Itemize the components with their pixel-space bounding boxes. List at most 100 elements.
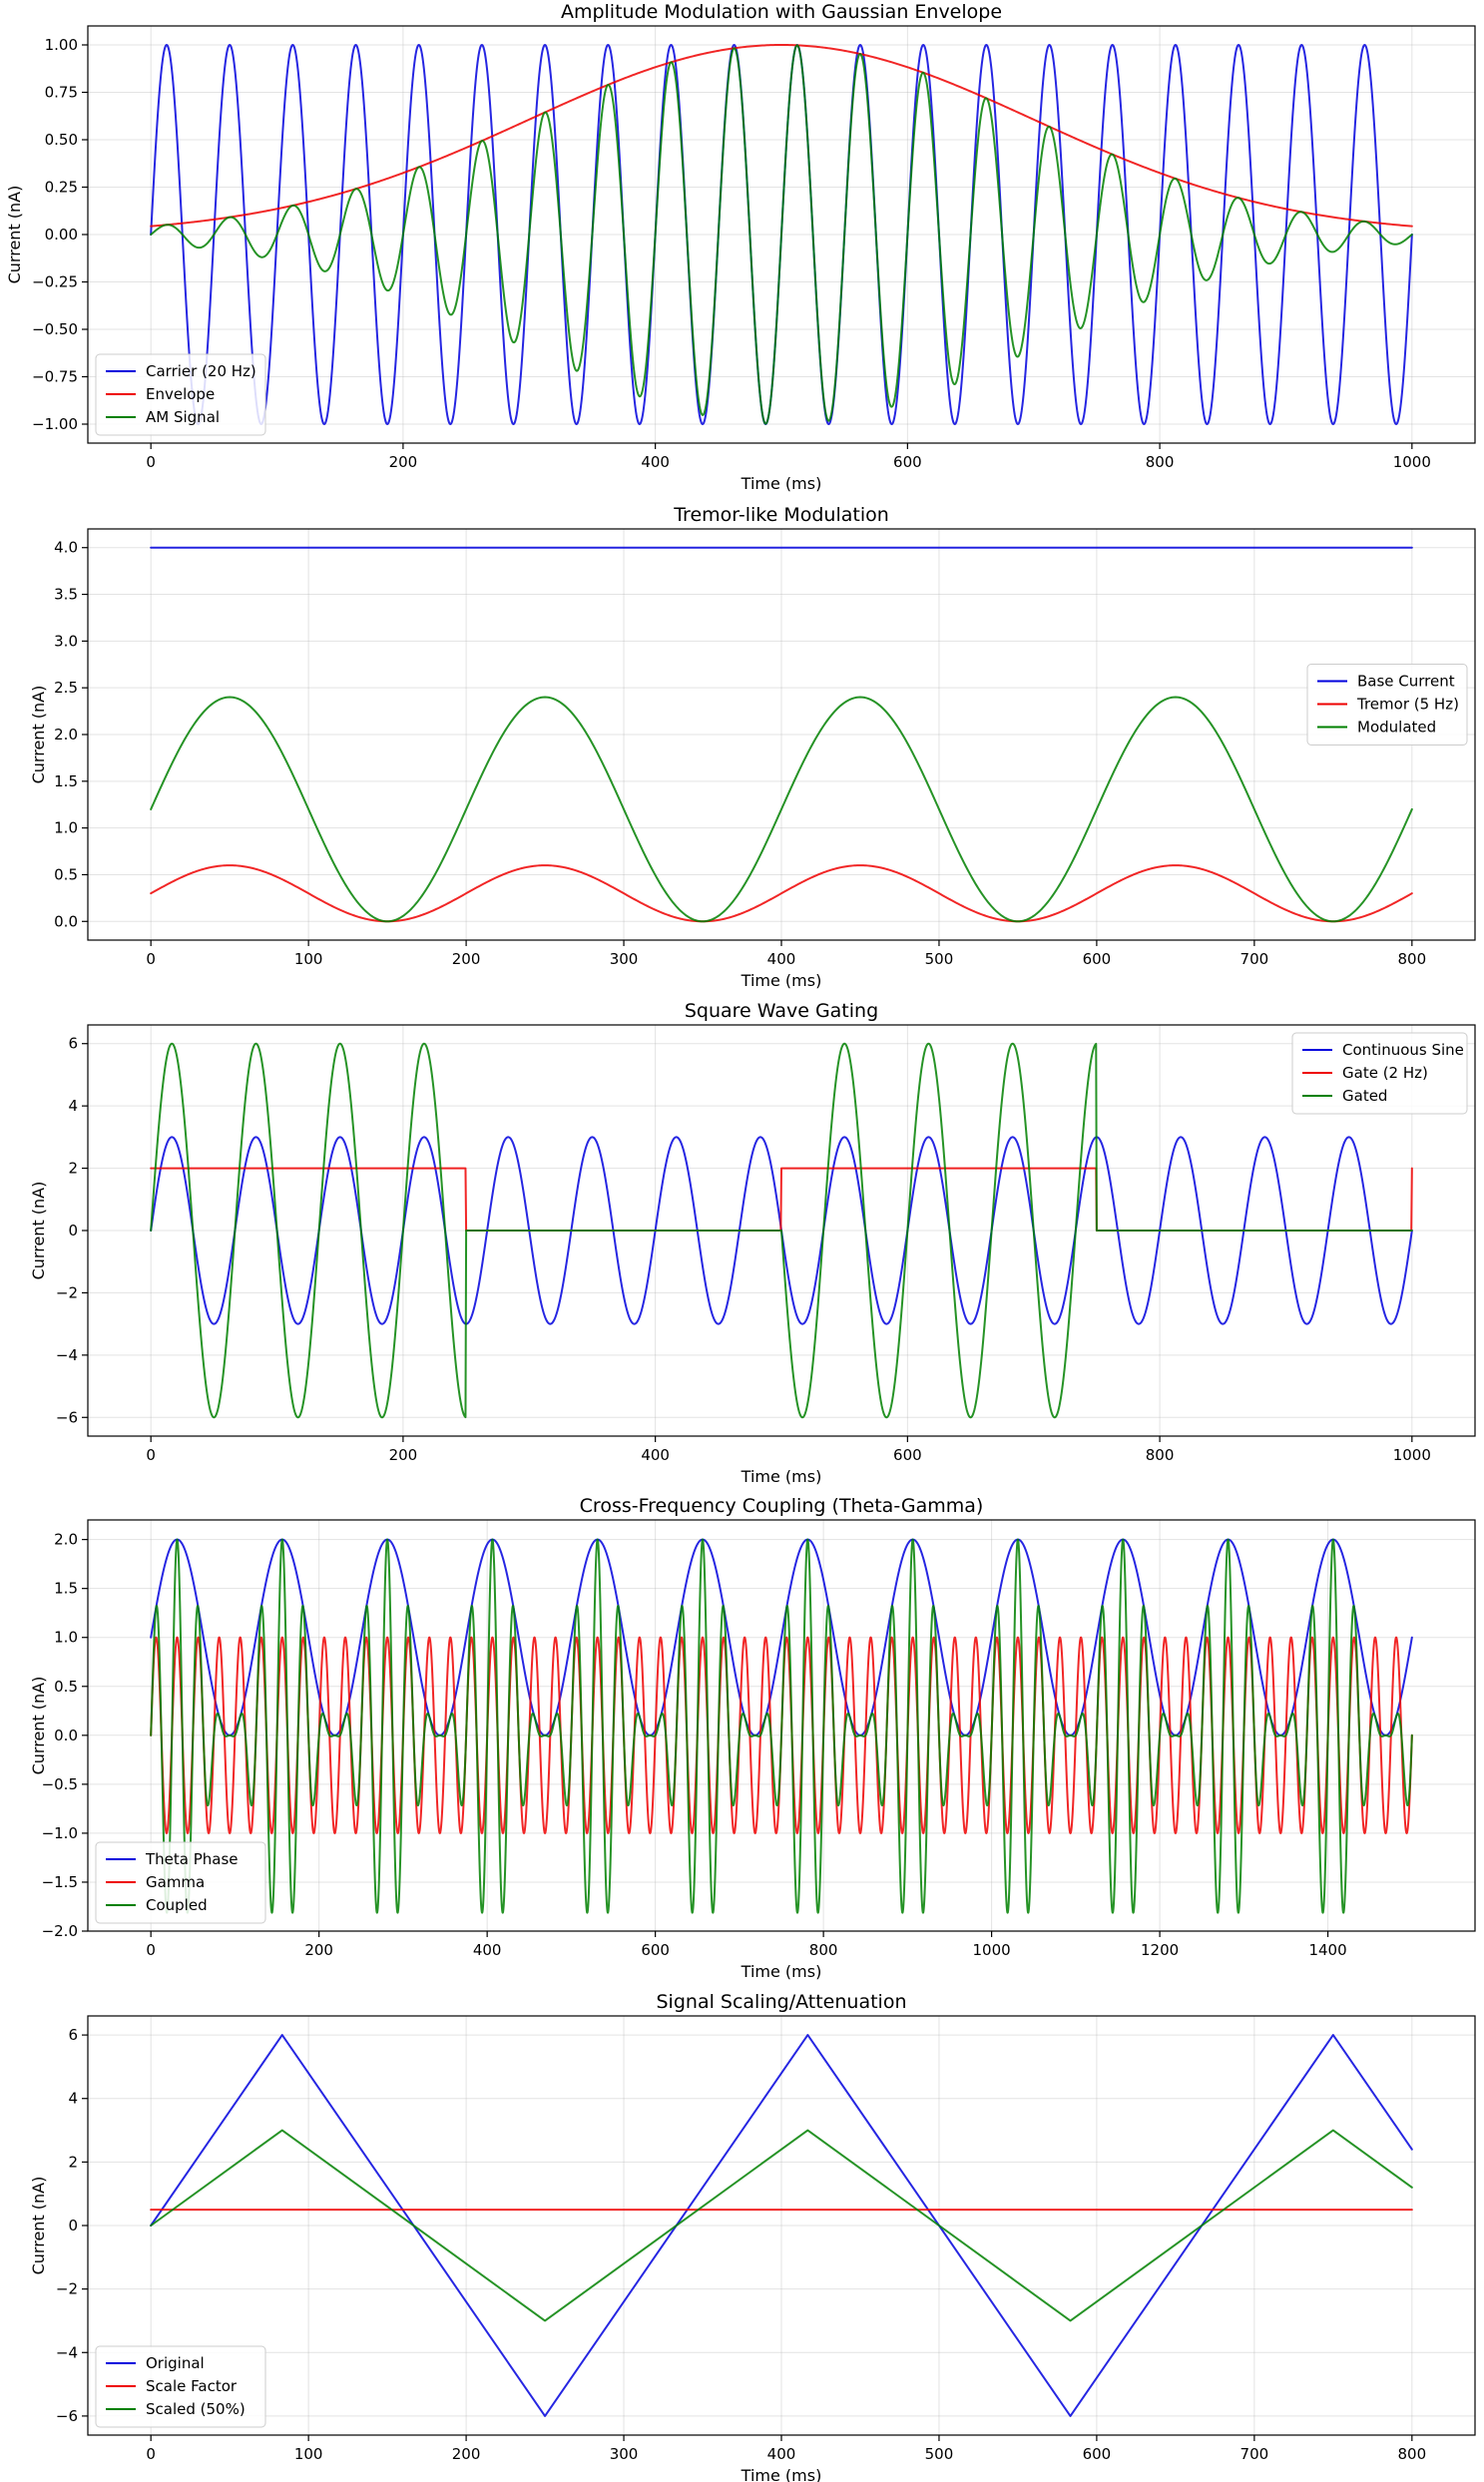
series-line-1-2 <box>150 44 1413 228</box>
y-tick-label: 4 <box>68 1097 78 1115</box>
y-tick-label: −0.50 <box>32 320 78 338</box>
y-tick-label: 3.0 <box>54 632 78 650</box>
y-tick-label: 0 <box>68 1222 78 1240</box>
x-tick-label: 800 <box>1146 1446 1175 1464</box>
x-tick-label: 600 <box>893 1446 922 1464</box>
y-tick-label: −4 <box>56 2343 78 2361</box>
y-tick-label: 0.5 <box>54 865 78 883</box>
legend-label: Carrier (20 Hz) <box>146 362 256 380</box>
legend-label: Coupled <box>146 1896 208 1914</box>
y-axis-label: Current (nA) <box>5 186 24 284</box>
series-line-3-3 <box>150 1042 1413 1419</box>
x-tick-label: 800 <box>1146 453 1175 471</box>
x-tick-label: 0 <box>146 1446 156 1464</box>
legend-label: Tremor (5 Hz) <box>1356 696 1459 714</box>
chart-title: Signal Scaling/Attenuation <box>657 1991 907 2013</box>
legend-label: Modulated <box>1357 719 1436 737</box>
chart-1: 0 200 400 600 800 1000 −1.00 −0.75 −0.50 −0.25 0.0… <box>5 1 1476 493</box>
legend-box <box>95 353 266 436</box>
x-tick-label: 500 <box>925 2445 954 2463</box>
chart-5: 0 100 200 300 400 500 600 700 800 −6 −4 −2 0 2 4 6 Signa… <box>29 1991 1476 2482</box>
y-axis-label: Current (nA) <box>29 1182 48 1280</box>
y-tick-label: 0 <box>68 2217 78 2234</box>
legend-box <box>95 2345 266 2428</box>
series-line-5-3 <box>150 2129 1413 2322</box>
x-axis-label: Time (ms) <box>741 474 822 493</box>
x-tick-label: 0 <box>146 453 156 471</box>
x-tick-label: 100 <box>294 950 323 968</box>
series-line-2-2 <box>150 864 1413 923</box>
x-tick-label: 0 <box>146 950 156 968</box>
y-tick-label: 2.5 <box>54 679 78 697</box>
series-line-4-1 <box>150 1538 1413 1737</box>
x-tick-label: 200 <box>452 950 481 968</box>
x-tick-label: 400 <box>767 2445 796 2463</box>
series-line-4-3 <box>150 1538 1413 1914</box>
y-tick-label: 4 <box>68 2090 78 2108</box>
y-tick-label: 0.00 <box>45 226 78 244</box>
y-tick-label: 0.50 <box>45 131 78 149</box>
series-line-5-1 <box>150 2034 1413 2417</box>
y-tick-label: −4 <box>56 1346 78 1364</box>
x-tick-label: 300 <box>610 950 639 968</box>
x-tick-label: 500 <box>925 950 954 968</box>
legend: Theta Phase Gamma Coupled <box>95 1841 266 1924</box>
x-tick-label: 1000 <box>1393 453 1431 471</box>
chart-2: 0 100 200 300 400 500 600 700 800 0.0 0.5 1.0 1.5 2.0… <box>29 504 1476 990</box>
x-tick-label: 200 <box>389 453 418 471</box>
series-line-1-3 <box>150 44 1413 425</box>
y-tick-label: −2 <box>56 1283 78 1301</box>
y-tick-label: 0.25 <box>45 179 78 197</box>
chart-title: Amplitude Modulation with Gaussian Envel… <box>561 1 1002 23</box>
legend: Base Current Tremor (5 Hz) Modulated <box>1306 664 1468 745</box>
y-tick-label: −0.75 <box>32 368 78 386</box>
y-tick-label: 0.75 <box>45 84 78 102</box>
x-tick-label: 700 <box>1240 2445 1269 2463</box>
y-tick-label: 0.0 <box>54 1727 78 1744</box>
legend-label: Base Current <box>1357 673 1455 691</box>
x-tick-label: 300 <box>610 2445 639 2463</box>
x-axis-label: Time (ms) <box>741 2466 822 2482</box>
x-tick-label: 600 <box>641 1941 670 1959</box>
y-tick-label: 0.5 <box>54 1678 78 1696</box>
x-tick-label: 700 <box>1240 950 1269 968</box>
y-tick-label: −6 <box>56 1408 78 1426</box>
x-tick-label: 200 <box>452 2445 481 2463</box>
x-tick-label: 800 <box>809 1941 838 1959</box>
x-tick-label: 400 <box>641 453 670 471</box>
y-tick-label: 4.0 <box>54 539 78 557</box>
legend-box <box>1306 664 1468 745</box>
y-tick-label: 1.0 <box>54 819 78 837</box>
y-tick-label: −1.0 <box>42 1824 78 1842</box>
y-tick-label: −0.25 <box>32 273 78 291</box>
chart-4: 0 200 400 600 800 1000 1200 1400 −2.0 −1.5 −1.0 −0.… <box>29 1495 1476 1981</box>
y-axis-label: Current (nA) <box>29 1677 48 1775</box>
y-tick-label: 0.0 <box>54 912 78 930</box>
legend-box <box>1291 1032 1468 1115</box>
legend-label: Original <box>146 2354 205 2372</box>
chart-3: 0 200 400 600 800 1000 −6 −4 −2 0 2 4 6 Square Wave G… <box>29 1000 1476 1486</box>
y-tick-label: 2.0 <box>54 1531 78 1549</box>
legend-label: Scaled (50%) <box>146 2400 246 2418</box>
y-tick-label: 2 <box>68 2153 78 2171</box>
y-axis-label: Current (nA) <box>29 686 48 784</box>
legend-label: Envelope <box>146 385 215 403</box>
x-tick-label: 200 <box>389 1446 418 1464</box>
x-axis-label: Time (ms) <box>741 971 822 990</box>
y-tick-label: 1.0 <box>54 1629 78 1647</box>
x-tick-label: 800 <box>1397 950 1426 968</box>
x-tick-label: 600 <box>893 453 922 471</box>
x-tick-label: 400 <box>767 950 796 968</box>
legend-label: Gated <box>1342 1087 1387 1105</box>
y-tick-label: 1.5 <box>54 772 78 790</box>
chart-title: Square Wave Gating <box>685 1000 878 1022</box>
x-tick-label: 1000 <box>973 1941 1011 1959</box>
x-tick-label: 0 <box>146 1941 156 1959</box>
x-tick-label: 1400 <box>1308 1941 1346 1959</box>
y-tick-label: −1.00 <box>32 415 78 433</box>
y-tick-label: −0.5 <box>42 1775 78 1793</box>
x-axis-label: Time (ms) <box>741 1962 822 1981</box>
legend-label: Continuous Sine <box>1342 1041 1464 1059</box>
legend: Continuous Sine Gate (2 Hz) Gated <box>1291 1032 1468 1115</box>
y-tick-label: 2 <box>68 1160 78 1178</box>
